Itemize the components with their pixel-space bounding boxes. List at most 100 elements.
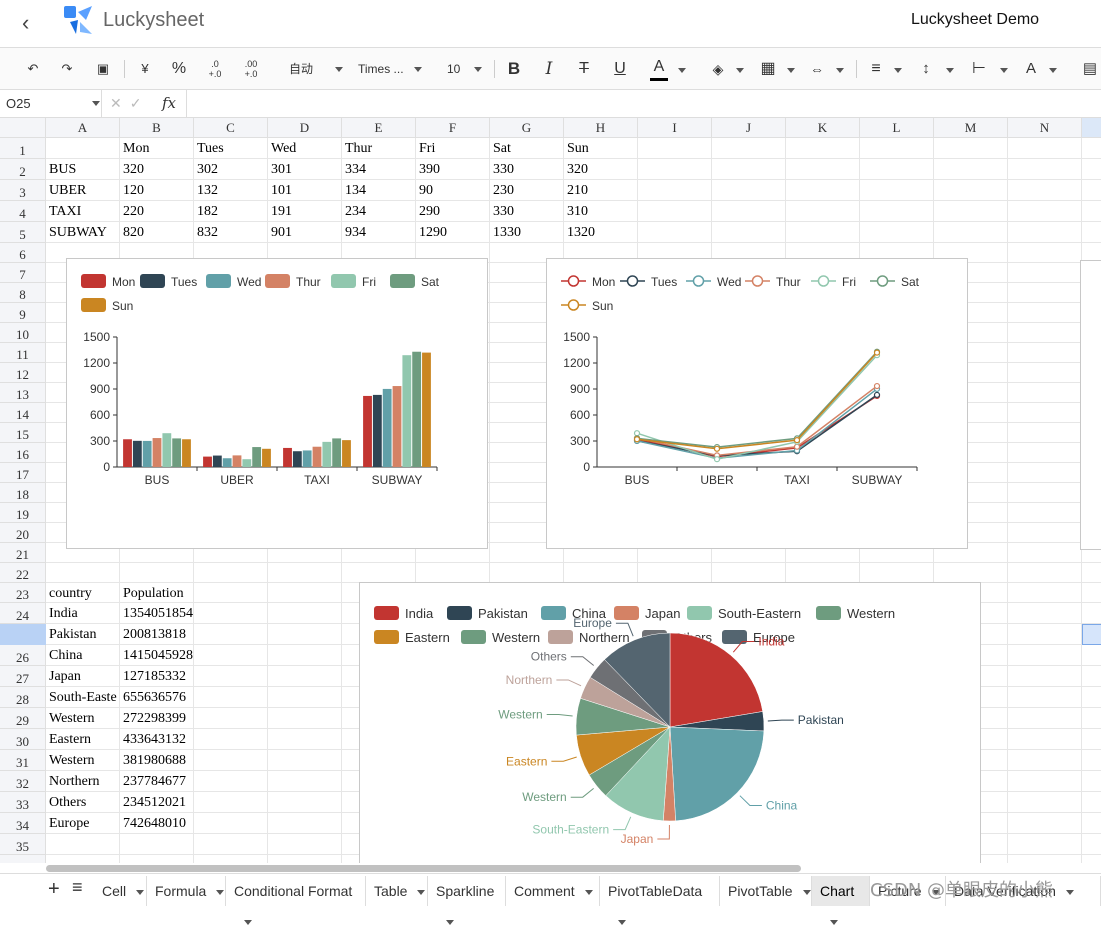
cell[interactable]: Thur — [345, 141, 373, 156]
column-header[interactable]: N — [1008, 118, 1082, 138]
cell[interactable]: 1320 — [567, 225, 595, 240]
cell[interactable]: 301 — [271, 162, 292, 177]
cell[interactable]: 132 — [197, 183, 218, 198]
cell[interactable]: Pakistan — [49, 627, 97, 642]
font-size-dropdown[interactable]: 10 — [447, 57, 483, 81]
cell[interactable]: 90 — [419, 183, 433, 198]
chevron-down-icon[interactable] — [136, 889, 145, 895]
spreadsheet-grid[interactable]: Mon Tues Wed Thur Fri Sat Sun BUS 320 302 301 334 39… — [0, 118, 1101, 863]
cell[interactable]: South-Easte — [49, 690, 117, 705]
cell[interactable]: 330 — [493, 204, 514, 219]
cell[interactable]: 433643132 — [123, 732, 186, 747]
chevron-down-icon[interactable] — [216, 889, 225, 895]
partial-chart[interactable] — [1080, 260, 1101, 550]
column-header[interactable]: I — [638, 118, 712, 138]
cell[interactable]: 220 — [123, 204, 144, 219]
redo-icon[interactable]: ↷ — [61, 61, 73, 76]
column-header-selected[interactable] — [1082, 118, 1101, 138]
cell[interactable]: 334 — [345, 162, 366, 177]
cell[interactable]: 230 — [493, 183, 514, 198]
row-header[interactable]: 16 — [0, 443, 46, 463]
vertical-align-icon[interactable]: ↕ — [922, 60, 930, 77]
cell[interactable]: 234 — [345, 204, 366, 219]
row-header[interactable]: 34 — [0, 813, 46, 834]
undo-icon[interactable]: ↶ — [27, 61, 39, 76]
row-header[interactable]: 29 — [0, 708, 46, 729]
column-header[interactable]: C — [194, 118, 268, 138]
sheet-tab[interactable]: Conditional Format — [226, 876, 366, 925]
cell[interactable]: Tues — [197, 141, 224, 156]
sheet-tab[interactable]: Chart — [812, 876, 870, 925]
cell[interactable]: Sun — [567, 141, 589, 156]
cell[interactable]: 330 — [493, 162, 514, 177]
row-header[interactable]: 22 — [0, 563, 46, 583]
cell[interactable]: UBER — [49, 183, 87, 198]
cell[interactable]: 182 — [197, 204, 218, 219]
row-header[interactable]: 6 — [0, 243, 46, 263]
column-header[interactable]: K — [786, 118, 860, 138]
cell[interactable]: 237784677 — [123, 774, 186, 789]
cell[interactable]: Japan — [49, 669, 81, 684]
cell[interactable]: 1330 — [493, 225, 521, 240]
strikethrough-button[interactable]: T — [579, 60, 589, 77]
sheet-tab[interactable]: Comment — [506, 876, 600, 906]
cell[interactable]: Wed — [271, 141, 297, 156]
cell[interactable]: 302 — [197, 162, 218, 177]
cell[interactable]: 381980688 — [123, 753, 186, 768]
row-header[interactable]: 18 — [0, 483, 46, 503]
row-header[interactable]: 5 — [0, 222, 46, 243]
sheet-tab[interactable]: Cell — [94, 876, 147, 906]
row-header[interactable]: 27 — [0, 666, 46, 687]
number-format-dropdown[interactable]: 自动 — [289, 57, 344, 81]
row-header[interactable]: 24 — [0, 603, 46, 624]
text-rotate-icon[interactable]: A — [1025, 60, 1036, 77]
row-header[interactable]: 9 — [0, 303, 46, 323]
chevron-down-icon[interactable] — [92, 101, 100, 106]
currency-format-button[interactable]: ¥ — [141, 61, 149, 76]
scrollbar-thumb[interactable] — [46, 865, 801, 872]
chevron-down-icon[interactable] — [417, 889, 426, 895]
row-header[interactable]: 11 — [0, 343, 46, 363]
cell-name-box[interactable]: O25 — [0, 90, 102, 118]
cell[interactable]: Western — [49, 753, 95, 768]
font-color-button[interactable]: A — [650, 57, 668, 81]
cell[interactable]: Others — [49, 795, 87, 810]
format-painter-icon[interactable]: ▣ — [96, 61, 110, 76]
row-header[interactable]: 15 — [0, 423, 46, 443]
merge-cells-icon[interactable]: ⇔ — [810, 61, 824, 77]
cell[interactable]: 320 — [567, 162, 588, 177]
sheet-list-icon[interactable]: ≡ — [72, 877, 83, 897]
column-header[interactable]: D — [268, 118, 342, 138]
chevron-down-icon[interactable] — [446, 919, 454, 925]
italic-button[interactable]: I — [545, 59, 553, 79]
underline-button[interactable]: U — [614, 60, 626, 77]
chevron-down-icon[interactable] — [931, 889, 940, 895]
row-header[interactable]: 4 — [0, 201, 46, 222]
cell[interactable]: 655636576 — [123, 690, 186, 705]
cell[interactable]: Eastern — [49, 732, 91, 747]
cell[interactable]: 1354051854 — [123, 606, 193, 621]
row-header[interactable]: 35 — [0, 834, 46, 855]
chevron-down-icon[interactable] — [244, 919, 252, 925]
row-header[interactable]: 3 — [0, 180, 46, 201]
chevron-down-icon[interactable] — [1000, 68, 1008, 73]
decrease-decimal-button[interactable]: .00 +.0 — [240, 57, 262, 81]
horizontal-align-icon[interactable]: ≡ — [871, 60, 881, 77]
chevron-down-icon[interactable] — [1049, 68, 1057, 73]
cell[interactable]: China — [49, 648, 83, 663]
cell[interactable]: Mon — [123, 141, 150, 156]
sheet-tab[interactable]: Table — [366, 876, 428, 906]
fill-color-icon[interactable]: ◈ — [712, 61, 724, 77]
column-header[interactable]: L — [860, 118, 934, 138]
cell[interactable]: 120 — [123, 183, 144, 198]
back-arrow-icon[interactable]: ‹ — [22, 10, 30, 35]
row-header[interactable]: 30 — [0, 729, 46, 750]
row-header[interactable]: 28 — [0, 687, 46, 708]
cell[interactable]: SUBWAY — [49, 225, 107, 240]
chevron-down-icon[interactable] — [736, 68, 744, 73]
select-all-corner[interactable] — [0, 118, 46, 138]
chevron-down-icon[interactable] — [894, 68, 902, 73]
row-header[interactable]: 21 — [0, 543, 46, 563]
row-header[interactable]: 32 — [0, 771, 46, 792]
column-header[interactable]: M — [934, 118, 1008, 138]
